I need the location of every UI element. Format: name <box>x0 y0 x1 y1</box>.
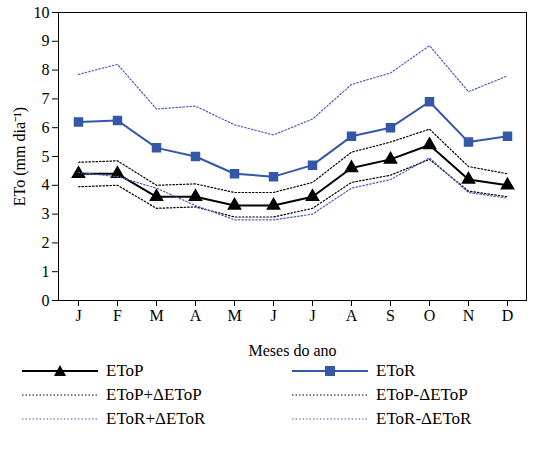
svg-text:ETo (mm dia⁻¹): ETo (mm dia⁻¹) <box>11 107 29 206</box>
html-text:EToR-ΔEToR: EToR-ΔEToR <box>376 409 472 428</box>
svg-text:Meses do ano: Meses do ano <box>249 342 337 359</box>
svg-text:M: M <box>227 307 241 324</box>
svg-text:J: J <box>75 307 81 324</box>
svg-text:A: A <box>346 307 358 324</box>
svg-text:0: 0 <box>42 292 50 309</box>
html-text:EToP-ΔEToP: EToP-ΔEToP <box>376 385 468 404</box>
html-text:EToR+ΔEToR: EToR+ΔEToR <box>106 409 206 428</box>
svg-text:N: N <box>463 307 475 324</box>
svg-text:2: 2 <box>42 234 50 251</box>
svg-text:J: J <box>270 307 276 324</box>
svg-text:J: J <box>309 307 315 324</box>
html-text:EToR: EToR <box>376 361 416 380</box>
svg-text:9: 9 <box>42 32 50 49</box>
svg-text:S: S <box>386 307 395 324</box>
svg-text:A: A <box>190 307 202 324</box>
svg-text:F: F <box>113 307 122 324</box>
svg-text:7: 7 <box>42 90 50 107</box>
svg-text:O: O <box>424 307 436 324</box>
svg-text:5: 5 <box>42 148 50 165</box>
svg-text:1: 1 <box>42 263 50 280</box>
svg-text:D: D <box>502 307 514 324</box>
svg-text:10: 10 <box>34 4 50 21</box>
svg-text:6: 6 <box>42 119 50 136</box>
svg-text:8: 8 <box>42 61 50 78</box>
html-text:EToP: EToP <box>106 361 144 380</box>
svg-text:M: M <box>149 307 163 324</box>
html-text:EToP+ΔEToP: EToP+ΔEToP <box>106 385 202 404</box>
svg-text:3: 3 <box>42 205 50 222</box>
svg-text:4: 4 <box>42 176 50 193</box>
